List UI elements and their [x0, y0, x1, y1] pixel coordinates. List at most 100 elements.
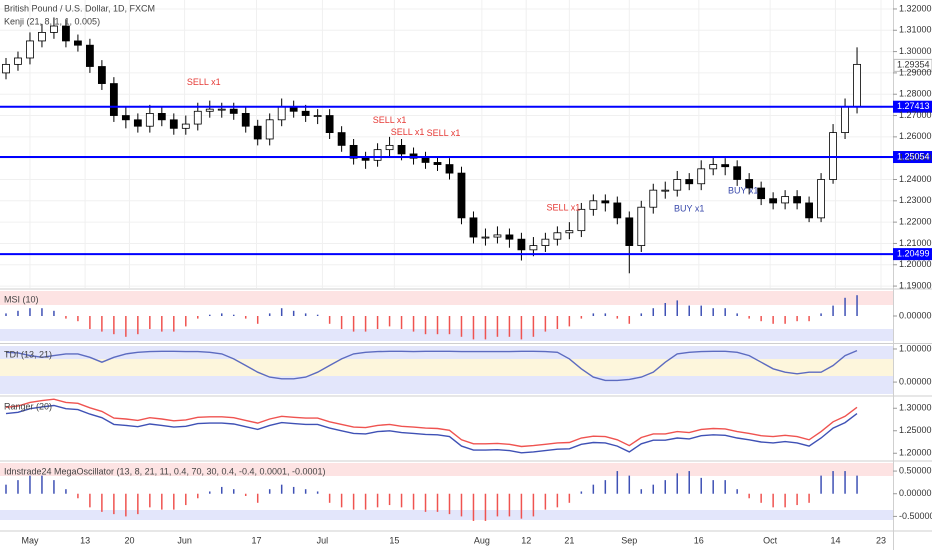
candle-body: [673, 179, 682, 191]
histogram-bar: [101, 316, 103, 332]
histogram-bar: [232, 489, 235, 494]
histogram-bar: [77, 493, 79, 499]
histogram-bar: [185, 493, 187, 506]
signal-label: SELL x1: [373, 115, 407, 125]
candle-body: [433, 162, 442, 165]
histogram-bar: [65, 316, 67, 319]
histogram-bar: [676, 473, 678, 494]
histogram-bar: [400, 316, 403, 329]
histogram-bar: [340, 493, 343, 508]
x-tick-label: 21: [564, 535, 574, 545]
x-tick-label: 15: [389, 535, 399, 545]
histogram-bar: [844, 471, 846, 494]
histogram-bar: [640, 313, 643, 316]
histogram-bar: [161, 493, 163, 510]
histogram-bar: [352, 316, 355, 332]
histogram-bar: [65, 489, 67, 494]
candle-body: [793, 196, 802, 204]
y-tick-label: 1.00000: [899, 343, 932, 353]
chart-title: British Pound / U.S. Dollar, 1D, FXCM: [4, 3, 155, 13]
candle-body: [349, 144, 358, 159]
msi-upper-band: [0, 291, 893, 305]
candle-body: [265, 119, 274, 140]
x-tick-label: Oct: [763, 535, 778, 545]
candle-body: [169, 119, 178, 129]
candle-body: [157, 113, 166, 121]
histogram-bar: [185, 316, 187, 327]
histogram-bar: [616, 316, 619, 319]
y-tick-label: 1.25000: [899, 153, 932, 163]
histogram-bar: [760, 493, 762, 503]
histogram-bar: [89, 493, 91, 508]
histogram-bar: [376, 493, 379, 508]
histogram-bar: [400, 493, 403, 508]
y-tick-label: 1.20000: [899, 259, 932, 269]
histogram-bar: [736, 489, 738, 494]
tdi-middle-band: [0, 359, 893, 376]
histogram-bar: [113, 493, 115, 515]
histogram-bar: [736, 313, 738, 316]
histogram-bar: [412, 493, 415, 510]
histogram-bar: [652, 308, 655, 316]
histogram-bar: [448, 493, 451, 515]
histogram-bar: [532, 316, 535, 337]
y-tick-label: 1.24000: [899, 174, 932, 184]
candle-body: [445, 164, 454, 174]
histogram-bar: [484, 493, 487, 521]
y-tick-label: 1.29000: [899, 67, 932, 77]
candle-body: [685, 179, 694, 185]
candle-body: [577, 208, 586, 232]
candle-body: [229, 108, 238, 114]
histogram-bar: [556, 316, 559, 329]
level-label-box: [893, 100, 932, 113]
histogram-bar: [209, 491, 211, 494]
candle-body: [277, 106, 286, 121]
histogram-bar: [472, 493, 475, 521]
histogram-bar: [760, 316, 762, 322]
candle-body: [853, 63, 861, 108]
indicator-label: Kenji (21, 8, 1, 1, 0.005): [4, 16, 100, 26]
histogram-bar: [640, 489, 643, 494]
histogram-bar: [244, 493, 247, 496]
candle-body: [181, 123, 190, 129]
candle-body: [697, 168, 706, 185]
histogram-bar: [17, 310, 19, 316]
y-tick-label: 0.50000: [899, 465, 932, 475]
histogram-bar: [149, 493, 151, 508]
histogram-bar: [724, 308, 726, 316]
histogram-bar: [268, 489, 271, 494]
histogram-bar: [137, 493, 139, 515]
candle-body: [745, 179, 754, 189]
histogram-bar: [364, 493, 367, 510]
histogram-bar: [436, 493, 439, 512]
x-tick-label: 20: [124, 535, 134, 545]
y-tick-label: 0.00000: [899, 310, 932, 320]
histogram-bar: [5, 484, 7, 494]
histogram-bar: [125, 493, 127, 517]
candle-body: [62, 25, 70, 42]
histogram-bar: [388, 316, 391, 327]
signal-label: BUY x1: [674, 204, 704, 214]
histogram-bar: [496, 316, 499, 337]
candle-body: [145, 113, 154, 127]
histogram-bar: [113, 316, 115, 335]
histogram-bar: [77, 316, 79, 322]
candle-body: [661, 189, 670, 192]
candle-body: [38, 32, 46, 42]
histogram-bar: [29, 475, 31, 494]
histogram-bar: [520, 316, 523, 340]
histogram-bar: [592, 484, 595, 494]
candle-body: [253, 125, 262, 140]
histogram-bar: [280, 308, 283, 316]
candle-body: [74, 40, 82, 46]
histogram-bar: [364, 316, 367, 332]
candle-body: [481, 236, 490, 239]
osc-upper-band: [0, 463, 893, 476]
candle-body: [133, 119, 142, 127]
candle-body: [14, 57, 22, 65]
last-price-box: [893, 58, 932, 72]
histogram-bar: [856, 295, 858, 316]
y-tick-label: 0.00000: [899, 488, 932, 498]
histogram-bar: [676, 300, 678, 316]
histogram-bar: [532, 493, 535, 517]
